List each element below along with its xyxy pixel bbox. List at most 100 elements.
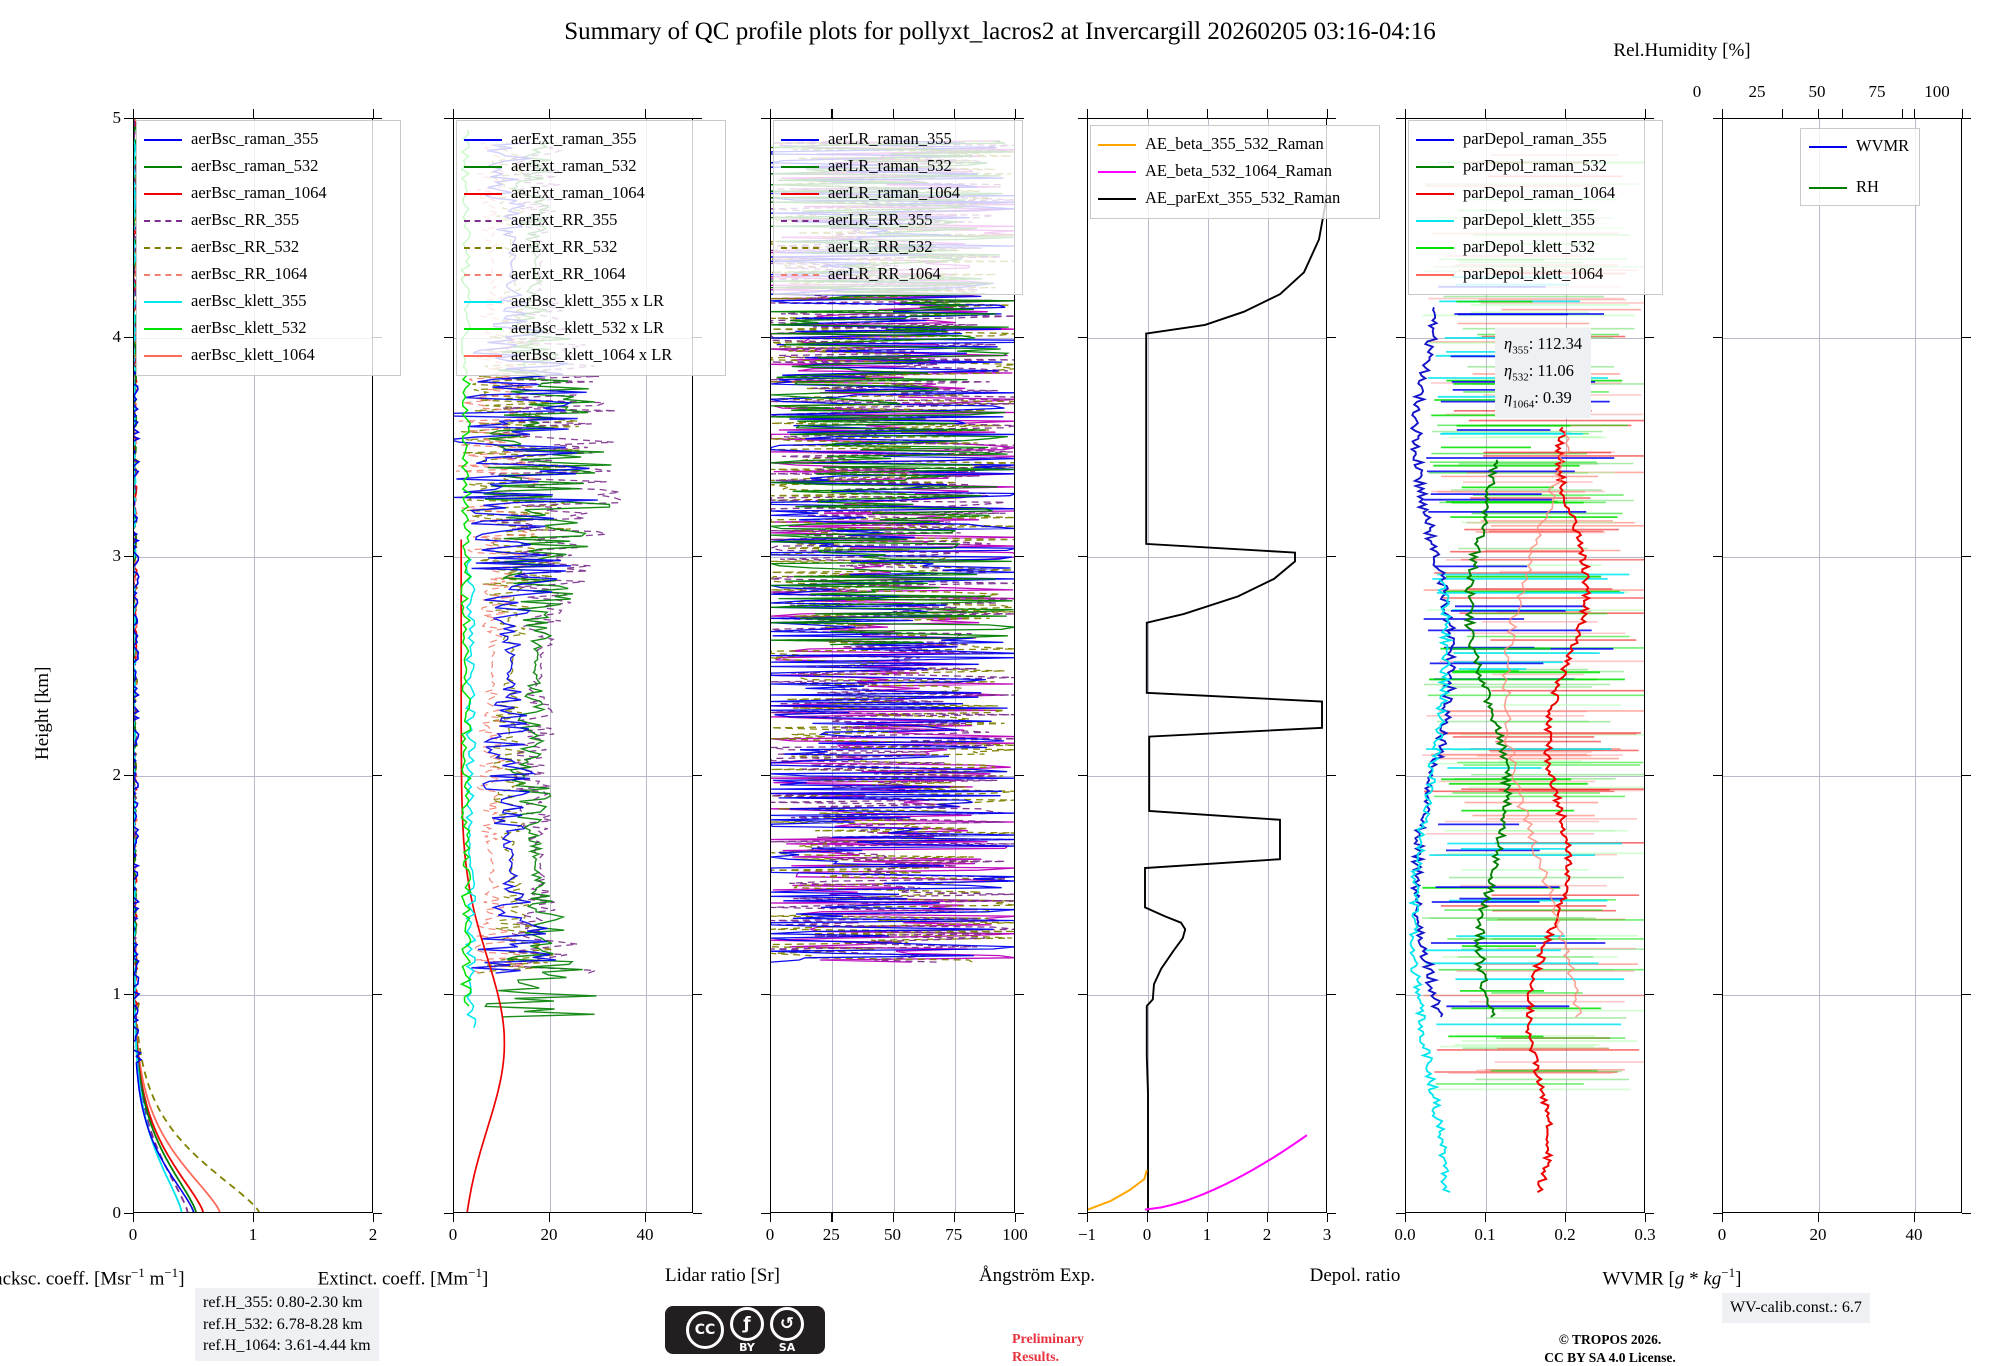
y-tick xyxy=(1396,337,1405,339)
top-tick-label: 25 xyxy=(1748,82,1766,101)
x-tick xyxy=(1818,1213,1820,1222)
y-tick xyxy=(761,775,770,777)
y-tick xyxy=(1962,337,1971,339)
legend-label: aerExt_RR_532 xyxy=(511,237,618,257)
top-tick xyxy=(1842,109,1844,118)
legend-backscatter: aerBsc_raman_355 aerBsc_raman_532 aerBsc_r… xyxy=(136,120,401,376)
legend-item[interactable]: aerBsc_klett_532 x LR xyxy=(464,315,718,342)
legend-swatch-line-icon xyxy=(464,192,502,195)
y-tick xyxy=(693,556,702,558)
y-tick xyxy=(1327,556,1336,558)
y-tick xyxy=(1962,118,1971,120)
legend-lidar_ratio: aerLR_raman_355 aerLR_raman_532 aerLR_rama… xyxy=(773,120,1023,295)
gridline-v xyxy=(1915,119,1916,1212)
legend-angstrom: AE_beta_355_532_Raman AE_beta_532_1064_Ra… xyxy=(1090,125,1380,219)
legend-item[interactable]: aerBsc_klett_1064 xyxy=(144,342,393,369)
legend-item[interactable]: aerLR_RR_355 xyxy=(781,207,1015,234)
y-tick-label: 3 xyxy=(112,546,122,565)
legend-item[interactable]: parDepol_klett_532 xyxy=(1416,234,1655,261)
gridline-h xyxy=(1723,776,1961,777)
legend-item[interactable]: AE_parExt_355_532_Raman xyxy=(1098,185,1372,212)
x-tick-label: 0.0 xyxy=(1394,1225,1416,1244)
gridline-v xyxy=(954,119,956,1212)
x-tick xyxy=(549,109,551,118)
x-tick xyxy=(1015,109,1017,118)
legend-item[interactable]: aerExt_raman_355 xyxy=(464,126,718,153)
legend-item[interactable]: WVMR xyxy=(1809,133,1911,160)
legend-item[interactable]: aerExt_RR_355 xyxy=(464,207,718,234)
top-tick-label: 75 xyxy=(1868,82,1886,101)
legend-item[interactable]: RH xyxy=(1809,174,1911,201)
y-tick-label: 0 xyxy=(112,1203,122,1222)
axis-title-depolarization: Depol. ratio xyxy=(1309,1265,1401,1286)
legend-item[interactable]: aerBsc_raman_532 xyxy=(144,153,393,180)
y-tick xyxy=(1396,118,1405,120)
legend-label: parDepol_raman_1064 xyxy=(1463,183,1616,203)
x-tick-label: 50 xyxy=(884,1225,901,1244)
legend-item[interactable]: aerExt_raman_532 xyxy=(464,153,718,180)
x-tick xyxy=(1207,1213,1209,1222)
curves-angstrom xyxy=(1088,189,1326,1212)
legend-item[interactable]: parDepol_klett_1064 xyxy=(1416,261,1655,288)
y-tick xyxy=(1713,118,1722,120)
cc-license-badge[interactable]: CC ƒ BY ↺ SA xyxy=(665,1306,825,1354)
x-tick-label: 0.2 xyxy=(1554,1225,1576,1244)
legend-item[interactable]: aerExt_raman_1064 xyxy=(464,180,718,207)
legend-item[interactable]: aerBsc_RR_355 xyxy=(144,207,393,234)
x-tick xyxy=(1405,109,1407,118)
legend-item[interactable]: aerExt_RR_1064 xyxy=(464,261,718,288)
legend-swatch-line-icon xyxy=(781,192,819,195)
legend-item[interactable]: aerBsc_klett_1064 x LR xyxy=(464,342,718,369)
legend-item[interactable]: aerBsc_klett_532 xyxy=(144,315,393,342)
y-tick xyxy=(1015,337,1024,339)
y-tick xyxy=(1327,337,1336,339)
x-tick xyxy=(1914,109,1916,118)
legend-item[interactable]: aerExt_RR_532 xyxy=(464,234,718,261)
legend-swatch-line-icon xyxy=(781,165,819,168)
x-tick-label: 0 xyxy=(765,1225,775,1244)
x-tick-label: 20 xyxy=(1809,1225,1827,1244)
legend-swatch-line-icon xyxy=(144,327,182,330)
legend-item[interactable]: parDepol_raman_355 xyxy=(1416,126,1655,153)
y-tick xyxy=(761,994,770,996)
legend-item[interactable]: aerLR_raman_1064 xyxy=(781,180,1015,207)
legend-swatch-line-icon xyxy=(144,354,182,357)
legend-item[interactable]: aerBsc_klett_355 x LR xyxy=(464,288,718,315)
legend-item[interactable]: aerBsc_raman_355 xyxy=(144,126,393,153)
y-tick xyxy=(1396,775,1405,777)
x-tick xyxy=(1485,109,1487,118)
x-tick xyxy=(953,1213,956,1222)
legend-item[interactable]: aerLR_raman_355 xyxy=(781,126,1015,153)
legend-item[interactable]: aerBsc_klett_355 xyxy=(144,288,393,315)
y-tick xyxy=(1962,994,1971,996)
legend-label: aerBsc_raman_355 xyxy=(191,129,319,149)
legend-item[interactable]: parDepol_raman_1064 xyxy=(1416,180,1655,207)
y-tick-label: 1 xyxy=(112,984,122,1003)
legend-item[interactable]: AE_beta_532_1064_Raman xyxy=(1098,158,1372,185)
legend-item[interactable]: parDepol_klett_355 xyxy=(1416,207,1655,234)
gridline-h xyxy=(1088,557,1326,558)
legend-swatch-line-icon xyxy=(781,273,819,276)
y-tick xyxy=(1713,337,1722,339)
ref-height-annotation: ref.H_355: 0.80-2.30 km ref.H_532: 6.78-… xyxy=(195,1288,379,1361)
x-tick-label: 40 xyxy=(1905,1225,1923,1244)
x-tick xyxy=(1327,1213,1329,1222)
legend-label: aerBsc_RR_532 xyxy=(191,237,300,257)
legend-item[interactable]: aerBsc_RR_1064 xyxy=(144,261,393,288)
legend-item[interactable]: aerLR_RR_532 xyxy=(781,234,1015,261)
x-tick-label: 100 xyxy=(1002,1225,1028,1244)
legend-label: aerExt_RR_1064 xyxy=(511,264,626,284)
y-tick xyxy=(1015,556,1024,558)
legend-item[interactable]: aerLR_raman_532 xyxy=(781,153,1015,180)
legend-item[interactable]: aerLR_RR_1064 xyxy=(781,261,1015,288)
y-tick xyxy=(1645,337,1654,339)
legend-item[interactable]: aerBsc_RR_532 xyxy=(144,234,393,261)
legend-item[interactable]: parDepol_raman_532 xyxy=(1416,153,1655,180)
x-tick-label: 3 xyxy=(1322,1225,1332,1244)
legend-item[interactable]: aerBsc_raman_1064 xyxy=(144,180,393,207)
legend-label: RH xyxy=(1856,177,1879,197)
legend-label: parDepol_klett_1064 xyxy=(1463,264,1604,284)
legend-swatch-line-icon xyxy=(1098,170,1136,173)
legend-item[interactable]: AE_beta_355_532_Raman xyxy=(1098,131,1372,158)
x-tick-label: 0 xyxy=(448,1225,458,1244)
